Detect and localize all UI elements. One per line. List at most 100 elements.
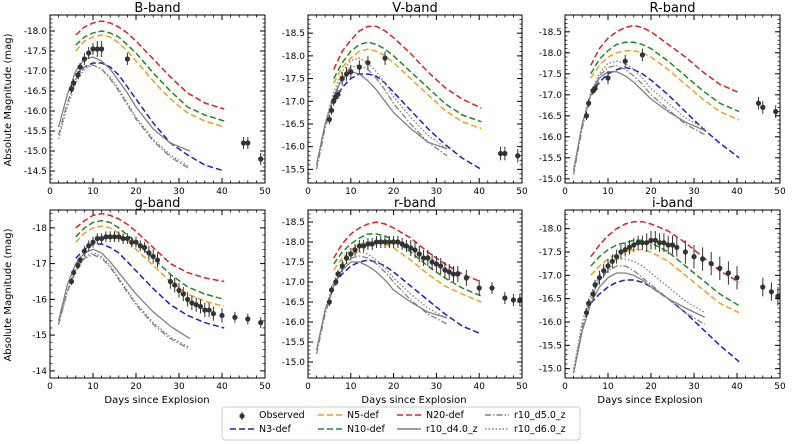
observed-point — [498, 150, 504, 157]
y-tick-label: -17.5 — [282, 75, 305, 85]
panel-r-band: 0 10 20 30 40 50 -18.5 -18.0 -17.5 -17.0 -16.5 -16.… — [282, 196, 528, 392]
observed-point — [446, 269, 452, 275]
observed-point — [734, 275, 740, 281]
panel-b-band: 0 10 20 30 40 50 -18.0 -17.5 -17.0 -16.5 -16.0 -15.… — [24, 1, 271, 197]
observed-point — [609, 258, 615, 264]
y-tick-label: -16.5 — [539, 295, 562, 305]
y-tick-label: -17.5 — [539, 248, 562, 258]
observed-point — [420, 255, 427, 261]
observed-point — [382, 55, 388, 61]
observed-point — [665, 242, 671, 248]
observed-point — [614, 254, 620, 260]
x-tick-label: 0 — [562, 382, 568, 392]
observed-point — [116, 234, 122, 240]
observed-point — [590, 291, 596, 297]
y-tick-label: -16.5 — [539, 112, 562, 122]
x-tick-label: 30 — [173, 187, 185, 197]
x-tick-label: 50 — [774, 382, 786, 392]
observed-point — [425, 255, 431, 261]
observed-point — [326, 116, 332, 123]
y-tick-label: -16.0 — [282, 143, 306, 153]
x-tick-label: 10 — [345, 187, 357, 197]
series-r5 — [572, 265, 706, 374]
y-tick-label: -17.0 — [282, 278, 306, 288]
observed-point — [674, 244, 680, 250]
legend-item-r5: r10_d5.0_z — [485, 410, 566, 421]
observed-point — [146, 250, 152, 256]
x-tick-label: 50 — [516, 382, 528, 392]
x-tick-label: 50 — [259, 382, 271, 392]
plot-frame — [49, 14, 266, 184]
observed-point — [631, 242, 637, 248]
y-tick-label: -18.5 — [539, 28, 562, 38]
observed-point — [94, 235, 100, 242]
x-tick-label: 40 — [731, 382, 743, 392]
observed-point — [245, 316, 251, 322]
y-tick-label: -15.0 — [24, 147, 48, 157]
x-tick-label: 0 — [305, 382, 311, 392]
observed-point — [586, 300, 592, 306]
panel-title: g-band — [135, 196, 181, 211]
legend-label: N5-def — [347, 410, 379, 421]
series-N10 — [333, 233, 482, 297]
x-tick-label: 50 — [774, 187, 786, 197]
x-tick-label: 10 — [87, 187, 99, 197]
plot-frame — [564, 209, 781, 379]
series-r6 — [57, 64, 191, 168]
observed-point — [172, 282, 178, 288]
y-tick-label: -17.0 — [282, 97, 306, 107]
observed-point — [755, 100, 762, 106]
observed-point — [455, 271, 461, 277]
model-curves — [572, 24, 740, 175]
observed-point — [86, 50, 92, 56]
y-tick-label: -16.0 — [24, 107, 48, 117]
series-r6 — [57, 252, 191, 349]
x-tick-label: 40 — [731, 187, 743, 197]
observed-point — [768, 289, 775, 295]
observed-point — [71, 80, 77, 86]
observed-point — [517, 297, 523, 303]
x-tick-label: 50 — [259, 187, 271, 197]
observed-point — [502, 295, 508, 301]
observed-point — [75, 262, 81, 269]
observed-point — [331, 98, 337, 104]
observed-point — [583, 113, 590, 119]
x-tick-label: 20 — [130, 187, 142, 197]
observed-point — [77, 257, 83, 263]
observed-point — [382, 239, 388, 245]
panel-title: i-band — [652, 196, 693, 211]
y-tick-label: -17.5 — [539, 70, 562, 80]
observed-point — [90, 239, 96, 245]
observed-point — [99, 235, 105, 242]
series-N5 — [333, 48, 482, 130]
y-tick-label: -17 — [32, 260, 47, 270]
x-tick-label: 20 — [645, 187, 657, 197]
panel-r-band: 0 10 20 30 40 50 -18.5 -18.0 -17.5 -17.0 -16.5 -16.… — [539, 1, 786, 197]
y-tick-label: -18.5 — [282, 218, 305, 228]
x-tick-label: 30 — [173, 382, 185, 392]
observed-point — [605, 75, 611, 81]
series-N3 — [75, 62, 225, 172]
observed-points — [583, 231, 781, 318]
x-tick-label: 10 — [87, 382, 99, 392]
x-tick-label: 40 — [216, 382, 228, 392]
observed-point — [176, 287, 182, 294]
y-tick-label: -16.0 — [539, 318, 563, 328]
x-tick-label: 10 — [345, 382, 357, 392]
observed-point — [682, 249, 689, 255]
observed-point — [592, 282, 598, 288]
observed-point — [622, 247, 628, 253]
series-r4 — [57, 248, 191, 340]
observed-point — [378, 239, 384, 245]
x-tick-label: 40 — [216, 187, 228, 197]
observed-point — [395, 239, 401, 245]
observed-point — [592, 85, 598, 92]
observed-point — [124, 56, 130, 62]
plot-frame — [307, 14, 523, 184]
observed-point — [626, 244, 633, 250]
series-N20 — [75, 212, 225, 283]
observed-point — [335, 91, 341, 98]
observed-point — [232, 314, 238, 320]
series-N3 — [590, 279, 740, 363]
